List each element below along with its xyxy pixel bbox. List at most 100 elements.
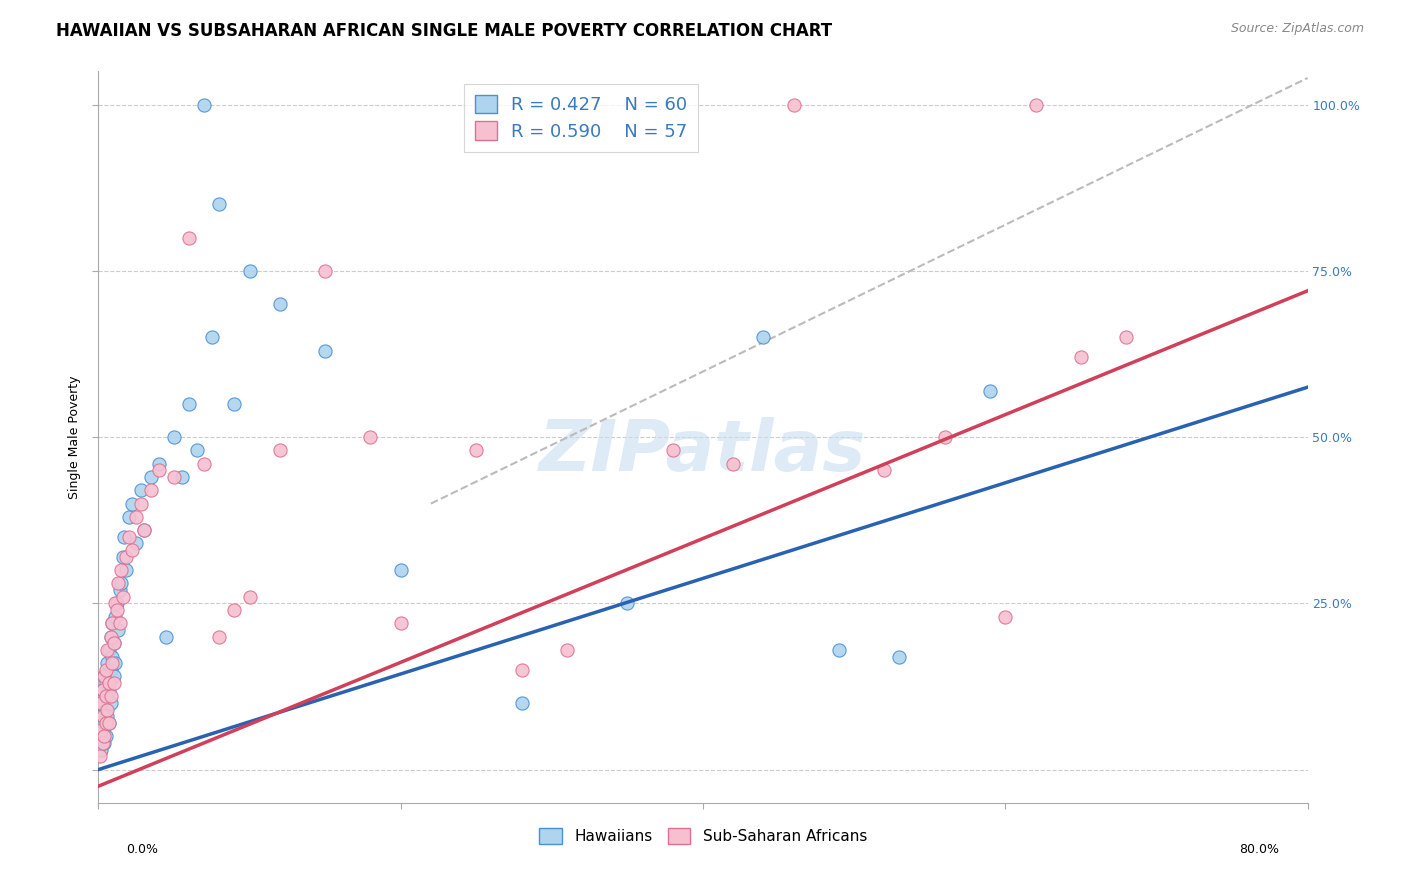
Text: Source: ZipAtlas.com: Source: ZipAtlas.com (1230, 22, 1364, 36)
Point (1070, 351, 1092, 365)
Point (179, 397, 201, 411)
Point (224, 603, 246, 617)
Legend: Hawaiians, Sub-Saharan Africans: Hawaiians, Sub-Saharan Africans (533, 822, 873, 850)
Point (101, 649, 124, 664)
Point (148, 463, 170, 477)
Point (105, 596, 128, 610)
Point (93, 669, 115, 683)
Point (90, 696, 112, 710)
Point (129, 483, 152, 498)
Text: 80.0%: 80.0% (1240, 843, 1279, 856)
Point (118, 509, 141, 524)
Point (112, 530, 135, 544)
Point (100, 696, 122, 710)
Point (828, 643, 851, 657)
Point (91, 682, 114, 697)
Point (118, 530, 141, 544)
Point (100, 630, 122, 644)
Point (93, 729, 115, 743)
Point (121, 497, 143, 511)
Point (111, 590, 134, 604)
Point (91, 736, 114, 750)
Point (132, 523, 155, 537)
Text: 0.0%: 0.0% (127, 843, 159, 856)
Point (934, 430, 956, 444)
Point (93, 736, 115, 750)
Point (91, 696, 114, 710)
Point (132, 523, 155, 537)
Point (125, 509, 148, 524)
Point (465, 443, 488, 458)
Point (100, 630, 122, 644)
Point (103, 676, 125, 690)
Point (100, 663, 122, 677)
Point (389, 563, 412, 577)
Point (103, 636, 125, 650)
Point (155, 630, 177, 644)
Point (889, 649, 911, 664)
Point (170, 470, 193, 484)
Point (163, 470, 186, 484)
Point (94, 716, 117, 731)
Point (201, 330, 224, 344)
Point (269, 443, 291, 458)
Point (163, 430, 186, 444)
Point (224, 397, 246, 411)
Point (96, 703, 118, 717)
Point (110, 576, 132, 591)
Point (193, 97, 215, 112)
Point (96, 656, 118, 670)
Point (91, 723, 114, 737)
Text: HAWAIIAN VS SUBSAHARAN AFRICAN SINGLE MALE POVERTY CORRELATION CHART: HAWAIIAN VS SUBSAHARAN AFRICAN SINGLE MA… (56, 22, 832, 40)
Point (239, 264, 262, 278)
Point (98, 676, 121, 690)
Point (94, 663, 117, 677)
Point (101, 616, 124, 631)
Point (94, 703, 117, 717)
Point (91, 682, 114, 697)
Point (108, 616, 131, 631)
Point (873, 463, 896, 477)
Point (90, 709, 112, 723)
Point (510, 663, 533, 677)
Point (783, 97, 806, 112)
Point (111, 549, 134, 564)
Point (555, 643, 578, 657)
Point (98, 643, 121, 657)
Point (101, 616, 124, 631)
Text: ZIPatlas: ZIPatlas (540, 417, 866, 486)
Point (661, 443, 683, 458)
Point (389, 616, 412, 631)
Point (100, 690, 122, 704)
Point (90, 723, 112, 737)
Point (752, 330, 775, 344)
Point (104, 656, 127, 670)
Point (98, 716, 121, 731)
Point (994, 609, 1017, 624)
Point (141, 483, 163, 498)
Point (107, 576, 129, 591)
Point (103, 669, 125, 683)
Point (89, 749, 111, 764)
Point (94, 690, 117, 704)
Point (101, 656, 124, 670)
Point (107, 623, 129, 637)
Point (141, 470, 163, 484)
Point (979, 384, 1001, 398)
Point (125, 536, 148, 550)
Point (114, 563, 136, 577)
Point (90, 742, 112, 756)
Point (616, 596, 638, 610)
Point (104, 596, 127, 610)
Point (98, 682, 121, 697)
Point (105, 603, 128, 617)
Point (108, 582, 131, 597)
Point (94, 676, 117, 690)
Point (179, 230, 201, 244)
Point (89, 729, 111, 743)
Point (269, 297, 291, 311)
Point (148, 457, 170, 471)
Point (93, 669, 115, 683)
Point (208, 630, 231, 644)
Point (1115, 330, 1137, 344)
